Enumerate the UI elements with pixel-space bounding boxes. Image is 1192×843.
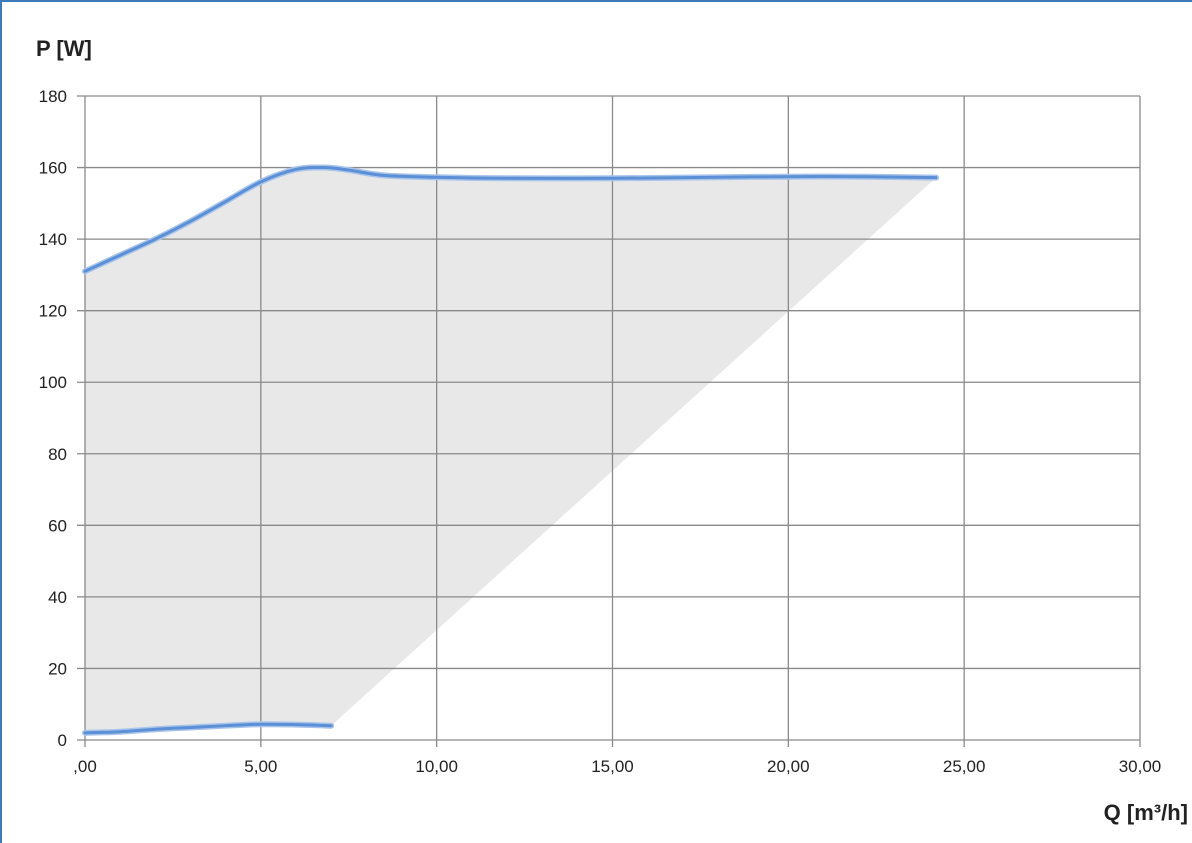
y-tick-label: 140 bbox=[39, 230, 67, 249]
y-tick-label: 120 bbox=[39, 302, 67, 321]
y-tick-label: 40 bbox=[48, 588, 67, 607]
x-tick-label: 30,00 bbox=[1119, 757, 1162, 776]
y-tick-label: 180 bbox=[39, 87, 67, 106]
operating-range-fill-layer bbox=[85, 167, 937, 733]
x-tick-label: ,00 bbox=[73, 757, 97, 776]
operating-range-area bbox=[85, 167, 937, 733]
x-axis-label: Q [m³/h] bbox=[1104, 800, 1188, 825]
grid-layer bbox=[77, 95, 1141, 747]
x-tick-label: 15,00 bbox=[591, 757, 634, 776]
y-tick-label: 160 bbox=[39, 159, 67, 178]
y-tick-label: 20 bbox=[48, 659, 67, 678]
y-tick-label: 0 bbox=[58, 731, 67, 750]
y-axis-label: P [W] bbox=[36, 36, 92, 61]
max-curve-line bbox=[83, 165, 938, 273]
min-curve-line bbox=[83, 722, 333, 735]
x-tick-label: 20,00 bbox=[767, 757, 810, 776]
series-layer bbox=[82, 164, 940, 736]
x-tick-label: 5,00 bbox=[244, 757, 277, 776]
x-tick-label: 10,00 bbox=[415, 757, 458, 776]
y-tick-label: 60 bbox=[48, 516, 67, 535]
y-tick-label: 80 bbox=[48, 445, 67, 464]
y-tick-label: 100 bbox=[39, 373, 67, 392]
x-tick-label: 25,00 bbox=[943, 757, 986, 776]
tick-label-layer: ,00 5,00 10,00 15,00 20,00 25,00 30,00 0 20 40 60 8… bbox=[39, 87, 1162, 776]
